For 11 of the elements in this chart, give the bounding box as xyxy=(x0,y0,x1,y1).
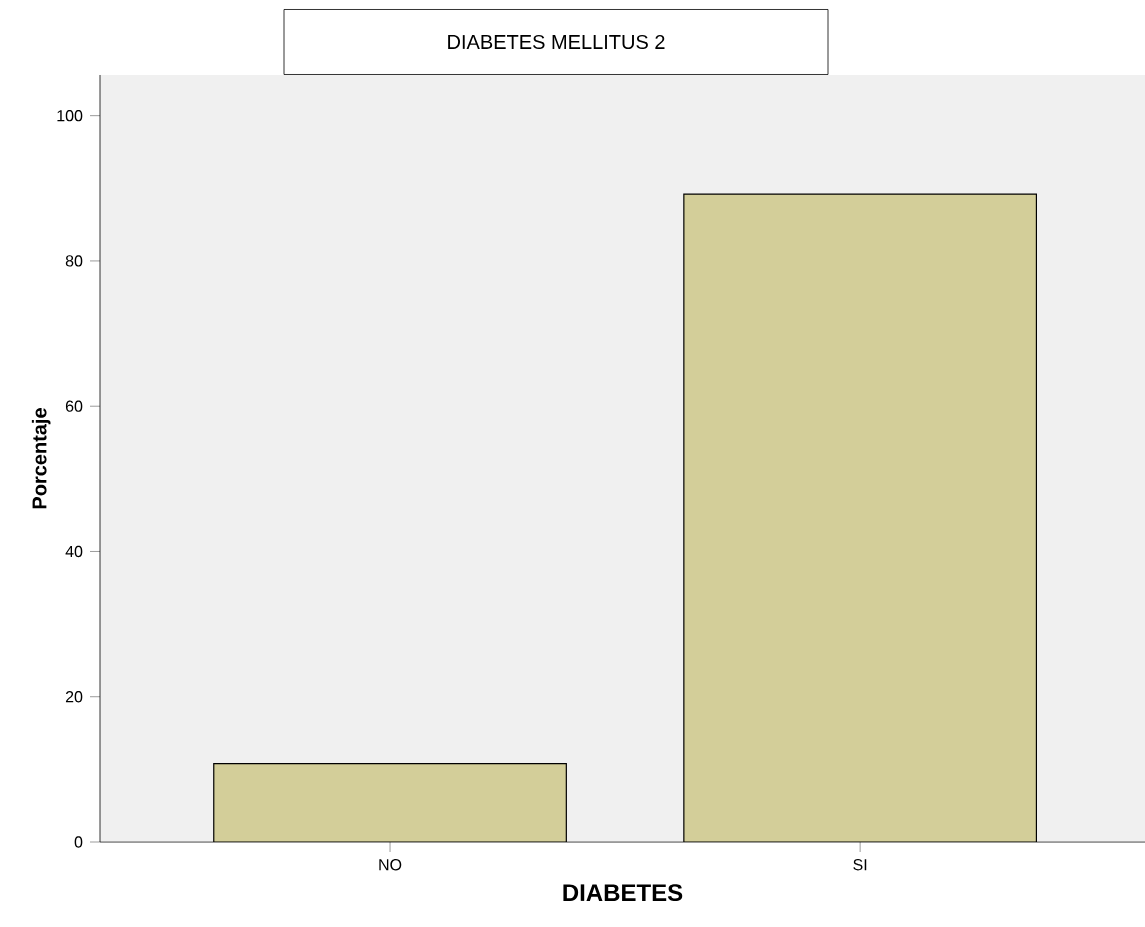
y-tick-label: 20 xyxy=(65,691,83,703)
y-tick-label: 0 xyxy=(74,836,83,848)
y-tick-label: 80 xyxy=(65,255,83,267)
y-axis-title: Porcentaje xyxy=(31,408,51,509)
y-tick-label: 40 xyxy=(65,545,83,558)
x-tick-label: SI xyxy=(853,859,867,871)
chart-title: DIABETES MELLITUS 2 xyxy=(448,34,665,50)
x-tick-label: NO xyxy=(379,859,402,871)
y-tick-label: 60 xyxy=(65,400,83,412)
y-tick-label: 100 xyxy=(57,110,83,122)
x-axis-title: DIABETES xyxy=(563,884,683,902)
